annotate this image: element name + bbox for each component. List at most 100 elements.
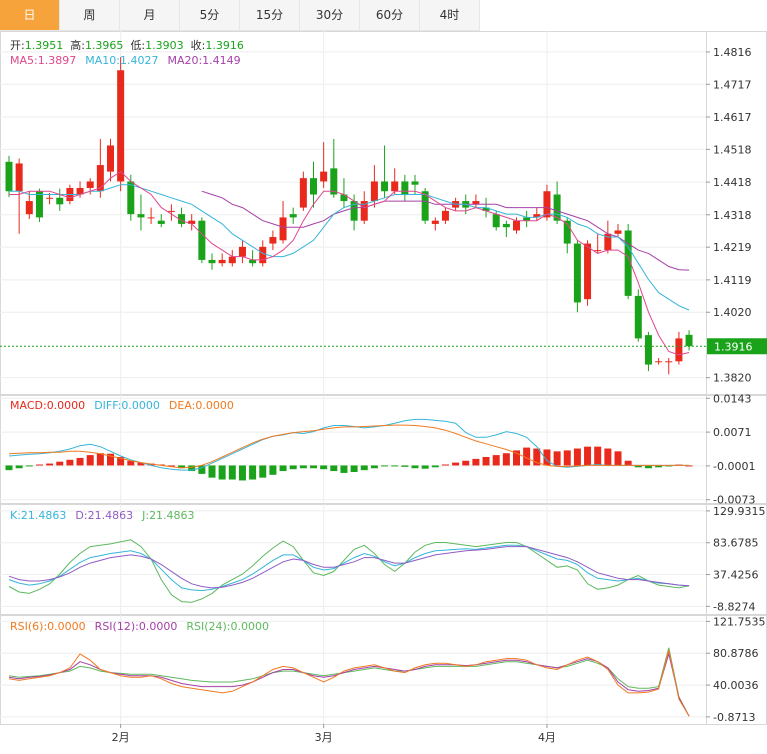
macd-bar [340,465,348,473]
macd-bar [614,451,622,466]
macd-bar [259,465,267,478]
candle-body [421,191,429,221]
candle-body [137,214,145,218]
macd-bar [350,465,358,473]
candle-body [56,197,64,205]
rsi12-line [8,651,690,717]
tab-5[interactable]: 30分 [300,0,360,30]
ma-legend-value: 1.4149 [202,54,241,67]
macd-legend-label: MACD: [10,399,47,412]
macd-bar [360,465,368,471]
price-tick-label: 1.4119 [713,274,752,287]
candle-body [127,181,135,215]
candle-body [350,201,358,221]
candle-body [107,145,114,172]
candle-body [513,220,520,231]
rsi-legend-label: RSI(12): [95,620,139,633]
rsi-legend-label: RSI(24): [186,620,230,633]
macd-bar [310,465,317,469]
candle-body [391,181,399,192]
macd-bar [178,465,186,469]
macd-bar [502,453,510,466]
rsi6-line [8,649,690,717]
macd-bar [269,465,277,475]
candle-body [320,171,328,182]
candle-body [472,201,480,205]
tab-2[interactable]: 月 [120,0,180,30]
tab-6[interactable]: 60分 [360,0,420,30]
macd-bar [492,455,500,466]
candle-body [655,361,663,363]
candle-body [5,161,13,192]
rsi-tick-label: 80.8786 [713,647,759,660]
ohlc-value: 1.3965 [85,39,124,52]
tab-4[interactable]: 15分 [240,0,300,30]
kdj-legend-label: J: [141,509,149,522]
candle-body [147,217,155,219]
rsi-legend-value: 0.0000 [230,620,269,633]
candle-body [492,214,500,228]
macd-bar [584,446,592,466]
price-tick-label: 1.3820 [713,372,752,385]
macd-bar [573,448,581,466]
candle-body [299,178,307,208]
macd-bar [66,459,74,466]
candle-body [370,181,378,202]
macd-bar [421,465,429,469]
kdj-legend-value: 21.4863 [21,509,67,522]
ma-legend-value: 1.3897 [38,54,77,67]
candle-body [594,250,602,252]
price-tick-label: 1.4418 [713,176,752,189]
candle-body [411,181,419,185]
kdj-tick-label: -8.8274 [713,600,755,613]
candle-body [614,230,622,234]
kdj-legend-value: 21.4863 [149,509,195,522]
macd-bar [279,465,287,472]
diff-line [8,418,690,471]
period-tabs: 日周月 5分 15分 30分 60分 4时 [0,0,480,31]
kdj-tick-label: 129.9315 [713,505,766,518]
ohlc-label: 收: [191,38,206,52]
candle-body [340,194,348,202]
macd-tick-label: -0.0073 [713,494,755,507]
macd-tick-label: 0.0143 [713,392,752,405]
dea-line [8,424,690,469]
macd-bar [553,451,561,466]
candle-body [76,187,84,195]
candle-body [330,168,338,195]
candle-body [675,338,683,362]
macd-bar [249,465,257,480]
rsi-legend-label: RSI(6): [10,620,47,633]
x-tick-label: 2月 [112,731,130,744]
kdj-legend-label: D: [75,509,87,522]
candle-body [188,220,196,224]
tab-0[interactable]: 日 [0,0,60,30]
ma-legend-value: 1.4027 [120,54,159,67]
tab-7[interactable]: 4时 [420,0,480,30]
macd-bar [167,465,175,467]
ohlc-label: 低: [130,39,145,52]
d-line [8,546,690,589]
rsi-tick-label: -0.8713 [713,711,755,724]
macd-bar [25,465,33,467]
macd-bar [533,448,541,466]
macd-bar [320,465,328,470]
macd-bar [117,456,125,466]
candle-body [208,259,216,264]
candle-body [431,220,439,224]
candle-body [228,256,236,264]
ma-legend-label: MA10: [85,54,120,67]
rsi-tick-label: 40.0036 [713,679,759,692]
macd-bar [604,448,612,466]
macd-legend-label: DIFF: [94,399,121,412]
candle-body [563,220,571,244]
tab-3[interactable]: 5分 [180,0,240,30]
candle-body [46,197,54,199]
tab-1[interactable]: 周 [60,0,120,30]
candle-body [259,246,267,264]
candle-body [279,217,287,241]
macd-bar [452,462,460,466]
candle-body [533,214,541,218]
macd-bar [634,465,642,468]
